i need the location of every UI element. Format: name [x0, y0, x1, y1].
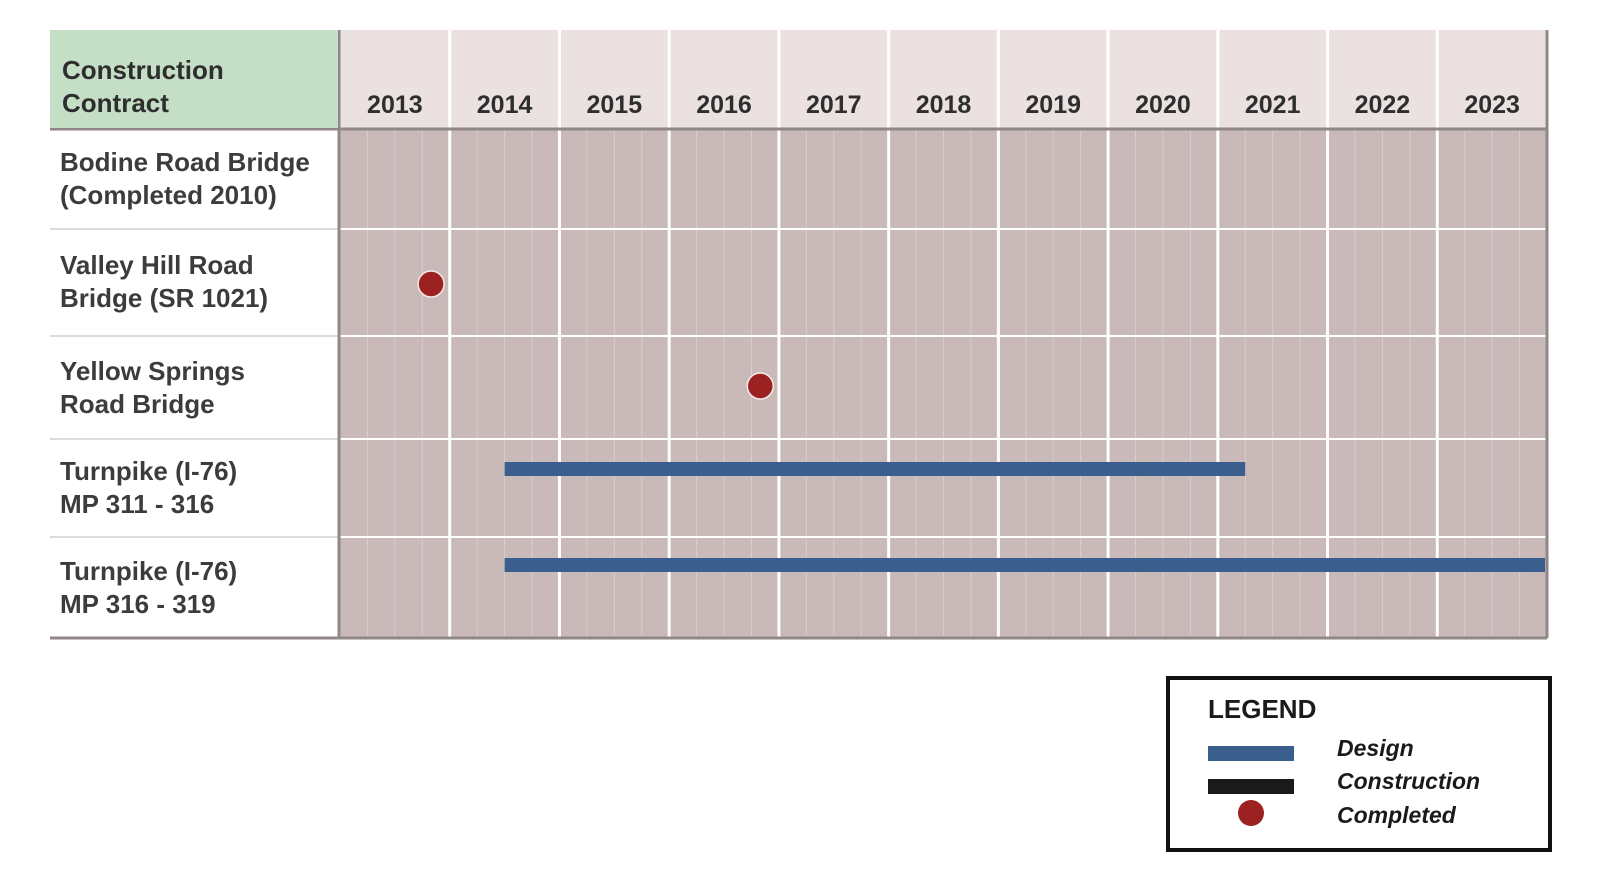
header-line-1: Construction: [62, 55, 224, 85]
row-label-line: MP 316 - 319: [60, 589, 216, 619]
design-bar: [504, 462, 1246, 476]
year-label-2021: 2021: [1245, 91, 1301, 119]
row-label-line: MP 311 - 316: [60, 489, 215, 519]
design-bar: [504, 558, 1545, 572]
row-label-bodine: Bodine Road Bridge (Completed 2010): [50, 130, 338, 228]
legend: LEGEND Design Construction Completed: [1166, 676, 1552, 852]
row-label-line: Turnpike (I-76): [60, 456, 238, 486]
row-label-line: Road Bridge: [60, 389, 215, 419]
legend-construction-label: Construction: [1337, 768, 1481, 794]
legend-design-swatch: [1208, 746, 1294, 761]
row-label-line: Bridge (SR 1021): [60, 283, 269, 313]
legend-construction-swatch: [1208, 779, 1294, 794]
completed-marker: [417, 270, 445, 298]
year-label-2023: 2023: [1464, 91, 1520, 119]
completed-marker: [746, 372, 775, 400]
legend-title: LEGEND: [1208, 694, 1317, 724]
year-label-2019: 2019: [1025, 91, 1081, 119]
legend-completed-swatch: [1238, 800, 1264, 826]
row-label-line: Turnpike (I-76): [60, 556, 238, 586]
row-label-line: Bodine Road Bridge: [60, 147, 310, 177]
year-label-2022: 2022: [1355, 91, 1411, 119]
year-header-band: [340, 30, 1547, 128]
legend-completed-label: Completed: [1337, 802, 1456, 828]
row-label-line: Yellow Springs: [60, 356, 245, 386]
row-label-turnpike-311-316: Turnpike (I-76) MP 311 - 316: [50, 440, 338, 536]
row-label-line: Valley Hill Road: [60, 250, 254, 280]
legend-design-label: Design: [1337, 735, 1414, 761]
header-construction-contract: Construction Contract: [50, 30, 338, 128]
year-label-2018: 2018: [916, 91, 972, 119]
row-label-yellow-springs: Yellow Springs Road Bridge: [50, 338, 338, 438]
header-line-2: Contract: [62, 88, 169, 118]
year-label-2013: 2013: [367, 91, 423, 119]
year-label-2014: 2014: [477, 91, 533, 119]
year-label-2020: 2020: [1135, 91, 1191, 119]
row-label-line: (Completed 2010): [60, 180, 277, 210]
row-label-turnpike-316-319: Turnpike (I-76) MP 316 - 319: [50, 538, 338, 638]
year-label-2017: 2017: [806, 91, 862, 119]
row-label-valley-hill: Valley Hill Road Bridge (SR 1021): [50, 230, 338, 334]
year-label-2015: 2015: [587, 91, 643, 119]
year-label-2016: 2016: [696, 91, 752, 119]
